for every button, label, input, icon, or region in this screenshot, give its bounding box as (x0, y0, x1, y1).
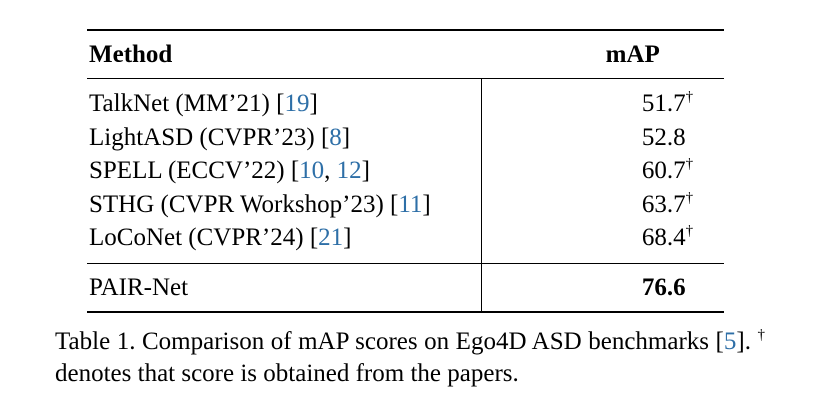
dagger-mark: † (685, 223, 694, 240)
citation-link[interactable]: 11 (398, 190, 423, 218)
citation-link[interactable]: 12 (336, 157, 362, 185)
method-name-cell: LightASD (CVPR’23) [8] (87, 120, 482, 154)
citation-bracket-open: [ (276, 90, 285, 118)
citation-bracket-open: [ (390, 190, 399, 218)
table-row: STHG (CVPR Workshop’23) [11] 63.7† (87, 187, 724, 222)
map-column-header: mAP (605, 41, 660, 68)
map-score: 63.7 (641, 190, 686, 218)
map-score: 68.4 (641, 224, 686, 252)
table-row: SPELL (ECCV’22) [10, 12] 60.7† (87, 154, 724, 188)
method-name-cell: LoCoNet (CVPR’24) [21] (87, 221, 482, 263)
method-name-cell: TalkNet (MM’21) [19] (87, 78, 482, 121)
method-name: SPELL (ECCV’22) (89, 157, 291, 185)
map-score-cell: 68.4† (481, 221, 724, 263)
results-table-container: Method mAP TalkNet (MM’21) [19] 51.7† Ligh… (87, 29, 724, 313)
citation-link[interactable]: 10 (299, 157, 325, 185)
dagger-mark: † (685, 156, 694, 173)
table-row: TalkNet (MM’21) [19] 51.7† (87, 78, 724, 121)
dagger-mark: † (685, 89, 694, 106)
method-name: LightASD (CVPR’23) (89, 123, 321, 151)
caption-text-2: ]. (736, 328, 758, 355)
method-column-header: Method (89, 41, 173, 68)
citation-link[interactable]: 19 (284, 90, 310, 118)
citation-bracket-open: [ (290, 157, 300, 185)
proposed-method-row: PAIR-Net 76.6 (87, 263, 724, 312)
caption-dagger-mark: † (757, 327, 766, 343)
map-score: 52.8 (641, 123, 686, 151)
map-score-cell: 60.7† (481, 154, 724, 188)
citation-link[interactable]: 8 (329, 123, 342, 151)
table-row: LoCoNet (CVPR’24) [21] 68.4† (87, 221, 724, 263)
header-row: Method mAP (87, 30, 724, 79)
citation-bracket-close: ] (422, 190, 431, 218)
table-caption: Table 1. Comparison of mAP scores on Ego… (55, 326, 765, 390)
citation-bracket-close: ] (343, 224, 352, 252)
map-score-cell: 51.7† (481, 79, 724, 121)
map-score: 60.7 (641, 157, 686, 185)
method-name: LoCoNet (CVPR’24) (89, 224, 310, 252)
table-row: LightASD (CVPR’23) [8] 52.8 (87, 120, 724, 155)
caption-text-1: Table 1. Comparison of mAP scores on Ego… (55, 328, 724, 355)
method-name: STHG (CVPR Workshop’23) (89, 190, 391, 218)
proposed-method-name: PAIR-Net (87, 263, 482, 312)
results-table: Method mAP TalkNet (MM’21) [19] 51.7† Ligh… (87, 29, 724, 313)
map-score-cell: 52.8 (481, 121, 724, 155)
citation-link[interactable]: 21 (318, 224, 344, 252)
citation-bracket-open: [ (320, 123, 330, 151)
method-name: TalkNet (MM’21) (89, 90, 277, 118)
map-score: 51.7 (641, 90, 686, 118)
citation-bracket-open: [ (309, 224, 319, 252)
method-name-cell: STHG (CVPR Workshop’23) [11] (87, 187, 482, 221)
caption-citation-link[interactable]: 5 (723, 328, 737, 355)
citation-bracket-close: ] (309, 90, 318, 118)
map-score-cell: 63.7† (481, 188, 724, 222)
method-name-cell: SPELL (ECCV’22) [10, 12] (87, 154, 482, 188)
proposed-method-score: 76.6 (641, 273, 686, 301)
citation-separator: , (324, 157, 337, 185)
citation-bracket-close: ] (341, 123, 351, 151)
citation-bracket-close: ] (361, 157, 370, 185)
dagger-mark: † (685, 189, 694, 206)
caption-text-3: denotes that score is obtained from the … (55, 360, 519, 387)
